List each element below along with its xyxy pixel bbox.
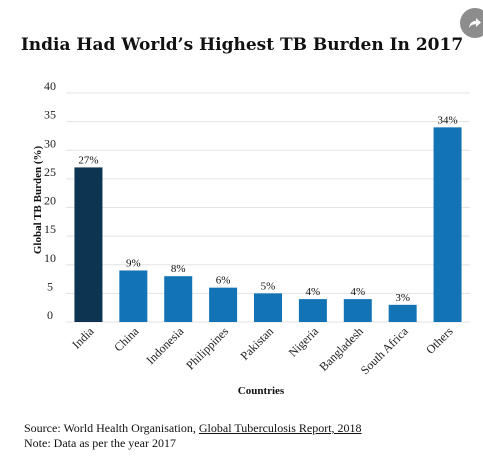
x-tick-label: Indonesia [143, 324, 186, 367]
bar-philippines [209, 287, 238, 322]
source-prefix: Source: World Health Organisation, [24, 421, 199, 435]
x-axis-title: Countries [238, 385, 285, 397]
bar-bangladesh [343, 299, 372, 322]
y-tick-label: 0 [47, 308, 53, 322]
y-tick-label: 40 [44, 79, 56, 93]
y-axis-ticks: 0 5 10 15 20 25 30 35 40 [44, 79, 56, 322]
bar-others [433, 127, 462, 322]
value-label: 34% [437, 114, 457, 126]
note-line: Note: Data as per the year 2017 [24, 436, 176, 450]
y-tick-label: 25 [44, 165, 56, 179]
x-tick-label: Others [423, 324, 456, 357]
y-axis-title: Global TB Burden (%) [32, 146, 44, 255]
x-tick-label: South Africa [358, 324, 412, 378]
bars [74, 127, 462, 322]
value-label: 9% [126, 257, 141, 269]
value-label: 4% [350, 286, 365, 298]
value-label: 8% [171, 263, 186, 275]
source-report-link[interactable]: Global Tuberculosis Report, 2018 [198, 421, 362, 435]
source-line: Source: World Health Organisation, Globa… [24, 421, 362, 436]
y-tick-label: 30 [44, 136, 56, 150]
x-tick-label: India [69, 324, 97, 352]
y-tick-label: 5 [47, 279, 53, 293]
x-tick-label: Pakistan [237, 324, 276, 363]
bar-indonesia [164, 276, 193, 322]
value-label: 3% [395, 292, 410, 304]
chart-footer: Source: World Health Organisation, Globa… [24, 421, 362, 451]
y-tick-label: 10 [44, 251, 56, 265]
value-label: 5% [261, 280, 276, 292]
y-tick-label: 20 [44, 194, 56, 208]
bar-india [74, 167, 103, 322]
value-labels: 27% 9% 8% 6% 5% 4% 4% 3% 34% [78, 114, 457, 303]
bar-nigeria [298, 299, 327, 322]
share-icon [469, 18, 481, 28]
value-label: 6% [216, 275, 231, 287]
share-button[interactable] [460, 8, 483, 38]
x-tick-label: Philippines [183, 324, 231, 372]
x-tick-label: Nigeria [286, 324, 322, 360]
bar-pakistan [254, 293, 282, 322]
bar-south-africa [388, 304, 417, 322]
bar-chart: India Had World’s Highest TB Burden In 2… [21, 35, 470, 397]
value-label: 27% [78, 154, 98, 166]
y-tick-label: 35 [44, 108, 56, 122]
bar-china [119, 270, 148, 322]
x-tick-label: China [111, 324, 142, 355]
value-label: 4% [306, 286, 321, 298]
y-tick-label: 15 [44, 222, 56, 236]
chart-title: India Had World’s Highest TB Burden In 2… [21, 35, 463, 55]
